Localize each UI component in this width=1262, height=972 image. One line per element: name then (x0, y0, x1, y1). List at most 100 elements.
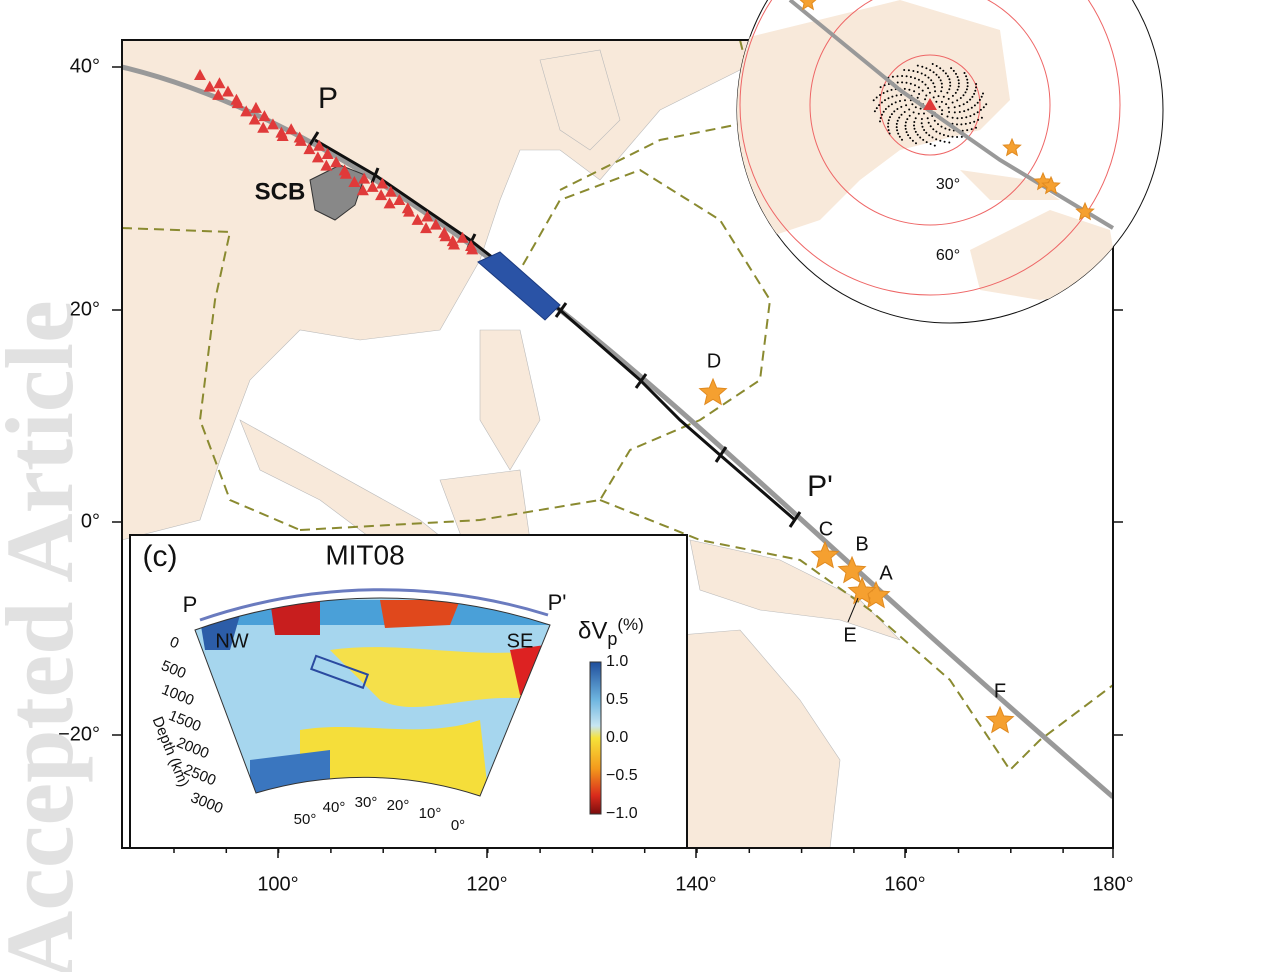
station (330, 156, 343, 168)
station-dot (966, 129, 969, 132)
station-dot (923, 129, 926, 131)
station-dot (971, 95, 974, 98)
station-dot (966, 78, 969, 81)
event-label: B (855, 533, 868, 555)
station-dot (940, 125, 943, 128)
section-end-label: P (183, 592, 198, 617)
station-dot (895, 126, 898, 129)
station (438, 226, 451, 238)
station-dot (917, 78, 920, 81)
station-dot (958, 104, 961, 107)
station-dot (939, 132, 941, 135)
station-dot (898, 116, 901, 119)
station-dot (976, 101, 979, 104)
station-dot (880, 101, 883, 104)
station-dot (913, 127, 916, 130)
event-star (847, 576, 877, 605)
station-dot (918, 93, 921, 95)
block-label: SCB (255, 178, 306, 205)
station-dot (947, 97, 950, 100)
station-dot (925, 67, 928, 70)
station-dot (900, 93, 903, 96)
station-dot (887, 97, 890, 100)
station-dot (928, 91, 931, 94)
colorbar-tick: 0.0 (606, 729, 628, 746)
station-dot (932, 82, 935, 85)
event-label: E (843, 624, 856, 646)
station-dot (879, 94, 881, 96)
station-dot (957, 79, 960, 82)
station (213, 77, 226, 89)
station (303, 143, 316, 155)
station-dot (982, 92, 984, 95)
globe (736, 0, 1164, 324)
station-dot (913, 121, 916, 123)
station-dot (924, 83, 927, 86)
station (383, 197, 396, 209)
globe-ring-label: 60° (936, 247, 960, 264)
station-dot (946, 75, 949, 78)
station-dot (890, 113, 893, 116)
station-dot (973, 113, 976, 116)
station (411, 213, 424, 225)
station-dot (878, 104, 881, 107)
station-dot (906, 118, 909, 121)
station-dot (938, 105, 941, 108)
event-star (1002, 137, 1022, 157)
station-dot (909, 76, 912, 78)
station (212, 88, 225, 100)
station-dot (951, 135, 954, 138)
station-dot (979, 108, 982, 111)
station-dot (904, 99, 906, 102)
station-dot (898, 135, 901, 138)
station-dot (945, 103, 948, 106)
station-dot (965, 88, 968, 91)
station-dot (879, 86, 882, 89)
station-dot (913, 124, 915, 127)
station-dot (890, 88, 893, 91)
station-dot (875, 107, 878, 110)
distance-label: 20° (387, 797, 410, 814)
station-dot (969, 122, 972, 124)
station-dot (882, 110, 885, 113)
station-dot (982, 106, 985, 109)
station-dot (900, 113, 903, 116)
station-dot (920, 118, 923, 120)
event-label: C (819, 518, 833, 540)
station-dot (977, 118, 980, 121)
station-dot (900, 105, 903, 108)
watermark-text: Accepted Article (0, 300, 93, 972)
station-dot (965, 116, 968, 119)
station-dot (937, 95, 940, 98)
event-star (810, 540, 840, 569)
event-star (798, 0, 818, 11)
station-dot (903, 69, 906, 71)
station (429, 218, 442, 230)
section-end-label: P' (548, 590, 567, 615)
station-dot (901, 75, 904, 77)
station-dot (935, 138, 938, 141)
station-dot (919, 107, 922, 110)
distance-label: 0° (451, 817, 465, 834)
station-dot (887, 119, 890, 122)
station-dot (960, 123, 963, 126)
station-dot (909, 82, 912, 85)
watermark: Accepted Article (0, 300, 93, 972)
station-dot (976, 111, 979, 114)
lon-label: 120° (466, 873, 507, 895)
station-dot (890, 103, 893, 106)
station (420, 222, 433, 234)
station-dot (929, 69, 932, 72)
station-dot (907, 134, 910, 137)
globe-ring-label: 30° (936, 176, 960, 193)
station (421, 210, 434, 222)
station (338, 164, 351, 176)
station-dot (966, 101, 969, 104)
station-dot (980, 116, 983, 119)
station-dot (914, 84, 916, 87)
station-dot (947, 135, 950, 138)
station-dot (966, 81, 969, 84)
station-dot (879, 117, 882, 119)
station-dot (975, 83, 978, 85)
station-dot (969, 115, 972, 117)
